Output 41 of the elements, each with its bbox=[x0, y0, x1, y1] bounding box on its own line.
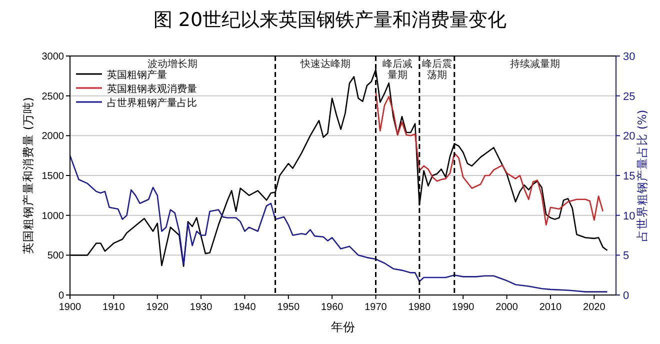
x-axis-title: 年份 bbox=[331, 320, 355, 334]
x-tick-label: 2000 bbox=[496, 302, 518, 313]
line-series bbox=[375, 90, 604, 226]
line-series bbox=[69, 154, 608, 292]
x-tick-label: 1970 bbox=[364, 302, 388, 313]
y2-axis-title: 占世界粗钢产量占比 (%) bbox=[635, 110, 649, 242]
x-tick-label: 1900 bbox=[58, 302, 82, 313]
y-tick-label: 0 bbox=[58, 290, 64, 302]
y2-tick-label: 5 bbox=[623, 250, 630, 262]
y-tick-label: 3000 bbox=[42, 52, 64, 62]
x-tick-label: 1920 bbox=[146, 302, 169, 313]
x-tick-label: 1950 bbox=[277, 302, 300, 313]
x-tick-label: 2010 bbox=[539, 302, 562, 313]
y2-tick-label: 0 bbox=[623, 290, 630, 302]
y-tick-label: 2000 bbox=[42, 131, 64, 142]
y2-tick-label: 15 bbox=[623, 170, 636, 182]
x-tick-label: 1940 bbox=[234, 302, 256, 313]
legend-label: 占世界粗钢产量占比 bbox=[107, 97, 197, 109]
x-tick-label: 1910 bbox=[102, 302, 126, 313]
annotation: 峰后震荡期 bbox=[422, 58, 452, 81]
y2-tick-label: 20 bbox=[623, 130, 636, 143]
y-tick-label: 1000 bbox=[42, 210, 64, 222]
y2-tick-label: 10 bbox=[623, 210, 636, 222]
x-tick-label: 1960 bbox=[320, 302, 344, 313]
y-tick-label: 500 bbox=[47, 250, 64, 262]
y2-tick-label: 25 bbox=[623, 90, 636, 103]
x-tick-label: 1980 bbox=[408, 302, 431, 313]
annotation: 峰后减量期 bbox=[382, 58, 413, 81]
y-axis-title: 英国粗钢产量和消费量 (万吨) bbox=[21, 97, 35, 254]
annotation: 快速达峰期 bbox=[300, 58, 351, 70]
annotation: 持续减量期 bbox=[510, 58, 560, 70]
x-tick-label: 1990 bbox=[452, 302, 475, 313]
x-tick-label: 2020 bbox=[583, 302, 606, 313]
y-tick-label: 2500 bbox=[42, 91, 64, 102]
x-tick-label: 1930 bbox=[190, 302, 213, 313]
legend-label: 英国粗钢表观消费量 bbox=[107, 83, 197, 95]
legend-label: 英国粗钢产量 bbox=[107, 69, 167, 81]
y-tick-label: 1500 bbox=[42, 171, 64, 182]
annotation: 波动增长期 bbox=[148, 58, 198, 70]
y2-tick-label: 30 bbox=[623, 51, 636, 63]
chart-title: 图 20世纪以来英国钢铁产量和消费量变化 bbox=[153, 9, 507, 31]
